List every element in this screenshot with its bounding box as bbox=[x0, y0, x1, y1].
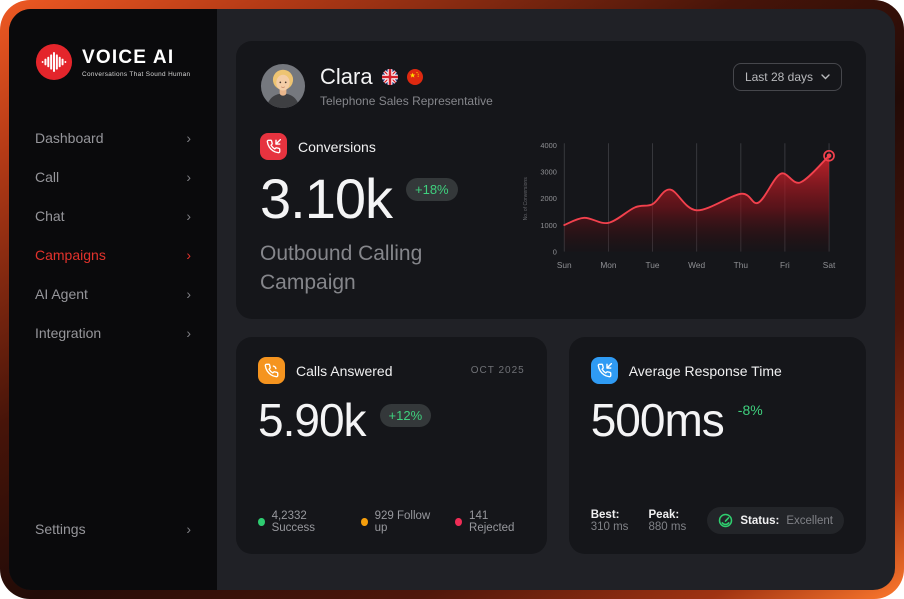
chevron-down-icon bbox=[821, 74, 830, 80]
legend-item-rejected: 141 Rejected bbox=[455, 510, 524, 534]
phone-call-icon bbox=[258, 357, 285, 384]
sidebar-item-label: AI Agent bbox=[35, 286, 88, 302]
brand-name: VOICE AI bbox=[82, 46, 175, 68]
sidebar-item-label: Call bbox=[35, 169, 60, 185]
agent-role: Telephone Sales Representative bbox=[320, 94, 493, 108]
svg-text:Sat: Sat bbox=[823, 260, 836, 270]
period-dropdown-label: Last 28 days bbox=[744, 70, 813, 84]
best-value: 310 ms bbox=[590, 520, 629, 533]
sidebar-item-label: Settings bbox=[35, 521, 86, 537]
svg-text:Sun: Sun bbox=[557, 260, 572, 270]
svg-text:No. of Conversions: No. of Conversions bbox=[523, 177, 529, 221]
calls-answered-card: Calls Answered OCT 2025 5.90k +12% 4,233… bbox=[236, 337, 547, 554]
sidebar-item-label: Chat bbox=[35, 208, 65, 224]
sidebar-item-ai-agent[interactable]: AI Agent › bbox=[35, 279, 191, 309]
chevron-right-icon: › bbox=[186, 286, 191, 302]
sidebar-nav: Dashboard › Call › Chat › Campaigns › AI… bbox=[35, 123, 191, 357]
legend-dot-success bbox=[258, 518, 265, 526]
chevron-right-icon: › bbox=[186, 208, 191, 224]
main-content: Clara bbox=[217, 9, 895, 590]
best-label: Best: bbox=[590, 508, 620, 521]
conversions-subtitle: Outbound Calling Campaign bbox=[260, 241, 423, 295]
status-label: Status: bbox=[740, 514, 780, 527]
svg-text:4000: 4000 bbox=[540, 141, 556, 150]
brand-logo: VOICE AI Conversations That Sound Human bbox=[35, 43, 191, 81]
response-time-delta: -8% bbox=[737, 402, 763, 418]
calls-answered-title: Calls Answered bbox=[296, 362, 393, 379]
chevron-right-icon: › bbox=[186, 247, 191, 263]
calls-answered-value: 5.90k bbox=[258, 394, 367, 446]
legend-label: 141 Rejected bbox=[469, 510, 515, 534]
peak-value: 880 ms bbox=[648, 520, 687, 533]
conversions-title: Conversions bbox=[298, 138, 376, 155]
status-value: Excellent bbox=[786, 514, 833, 527]
period-dropdown[interactable]: Last 28 days bbox=[732, 63, 842, 91]
chart-series bbox=[563, 149, 835, 252]
status-badge: Status: Excellent bbox=[707, 507, 844, 534]
conversions-metric: Conversions 3.10k +18% Outbound Calling … bbox=[260, 133, 512, 301]
svg-text:2000: 2000 bbox=[540, 194, 556, 203]
agent-name: Clara bbox=[320, 64, 373, 89]
agent-profile: Clara bbox=[260, 63, 493, 109]
conversions-chart: Sun Mon Tue Wed Thu Fri Sat 0 1000 2000 3000 4000 No… bbox=[512, 133, 842, 301]
brand-text: VOICE AI Conversations That Sound Human bbox=[82, 47, 190, 78]
china-flag-icon bbox=[406, 69, 423, 85]
sidebar-item-integration[interactable]: Integration › bbox=[35, 318, 191, 348]
svg-text:0: 0 bbox=[553, 247, 557, 256]
chevron-right-icon: › bbox=[186, 169, 191, 185]
svg-text:Wed: Wed bbox=[688, 260, 705, 270]
brand-tagline: Conversations That Sound Human bbox=[82, 70, 191, 78]
svg-text:1000: 1000 bbox=[540, 221, 556, 230]
conversions-value: 3.10k bbox=[260, 167, 393, 230]
calls-answered-delta-badge: +12% bbox=[379, 404, 432, 427]
phone-incoming-icon bbox=[590, 357, 618, 384]
legend-label: 4,2332 Success bbox=[271, 510, 316, 534]
avatar bbox=[260, 63, 306, 109]
response-time-value: 500ms bbox=[590, 394, 725, 446]
peak-stat: Peak: 880 ms bbox=[649, 509, 688, 533]
calls-legend: 4,2332 Success 929 Follow up 141 Rejecte… bbox=[258, 510, 525, 534]
sidebar-item-campaigns[interactable]: Campaigns › bbox=[35, 240, 191, 270]
chart-axis-labels: Sun Mon Tue Wed Thu Fri Sat 0 1000 2000 3000 4000 No… bbox=[523, 141, 836, 270]
peak-label: Peak: bbox=[648, 508, 680, 521]
calls-answered-period: OCT 2025 bbox=[470, 365, 525, 376]
app-window: VOICE AI Conversations That Sound Human … bbox=[9, 9, 895, 590]
legend-dot-follow-up bbox=[361, 518, 368, 526]
svg-text:Tue: Tue bbox=[645, 260, 659, 270]
conversions-delta-badge: +18% bbox=[406, 178, 458, 201]
legend-dot-rejected bbox=[455, 518, 463, 526]
response-time-card: Average Response Time 500ms -8% Best: 31… bbox=[568, 337, 866, 554]
chevron-right-icon: › bbox=[186, 521, 191, 537]
gauge-icon bbox=[719, 513, 733, 528]
sidebar: VOICE AI Conversations That Sound Human … bbox=[9, 9, 217, 590]
legend-item-follow-up: 929 Follow up bbox=[361, 510, 433, 534]
svg-text:Mon: Mon bbox=[600, 260, 617, 270]
svg-text:3000: 3000 bbox=[540, 168, 556, 177]
sidebar-item-settings[interactable]: Settings › bbox=[35, 514, 191, 544]
overview-card: Clara bbox=[236, 41, 866, 319]
uk-flag-icon bbox=[381, 69, 398, 85]
phone-incoming-icon bbox=[260, 133, 287, 160]
sidebar-item-chat[interactable]: Chat › bbox=[35, 201, 191, 231]
chevron-right-icon: › bbox=[186, 130, 191, 146]
sidebar-item-label: Integration bbox=[35, 325, 102, 341]
legend-item-success: 4,2332 Success bbox=[258, 510, 339, 534]
response-time-footer: Best: 310 ms Peak: 880 ms bbox=[591, 507, 844, 534]
voice-ai-logo-icon bbox=[35, 43, 73, 81]
chevron-right-icon: › bbox=[186, 325, 191, 341]
sidebar-item-call[interactable]: Call › bbox=[35, 162, 191, 192]
svg-text:Fri: Fri bbox=[780, 260, 790, 270]
svg-text:Thu: Thu bbox=[734, 260, 749, 270]
sidebar-item-label: Dashboard bbox=[35, 130, 104, 146]
legend-label: 929 Follow up bbox=[374, 510, 431, 534]
best-stat: Best: 310 ms bbox=[591, 509, 629, 533]
sidebar-item-label: Campaigns bbox=[35, 247, 106, 263]
sidebar-item-dashboard[interactable]: Dashboard › bbox=[35, 123, 191, 153]
response-time-title: Average Response Time bbox=[628, 362, 782, 379]
